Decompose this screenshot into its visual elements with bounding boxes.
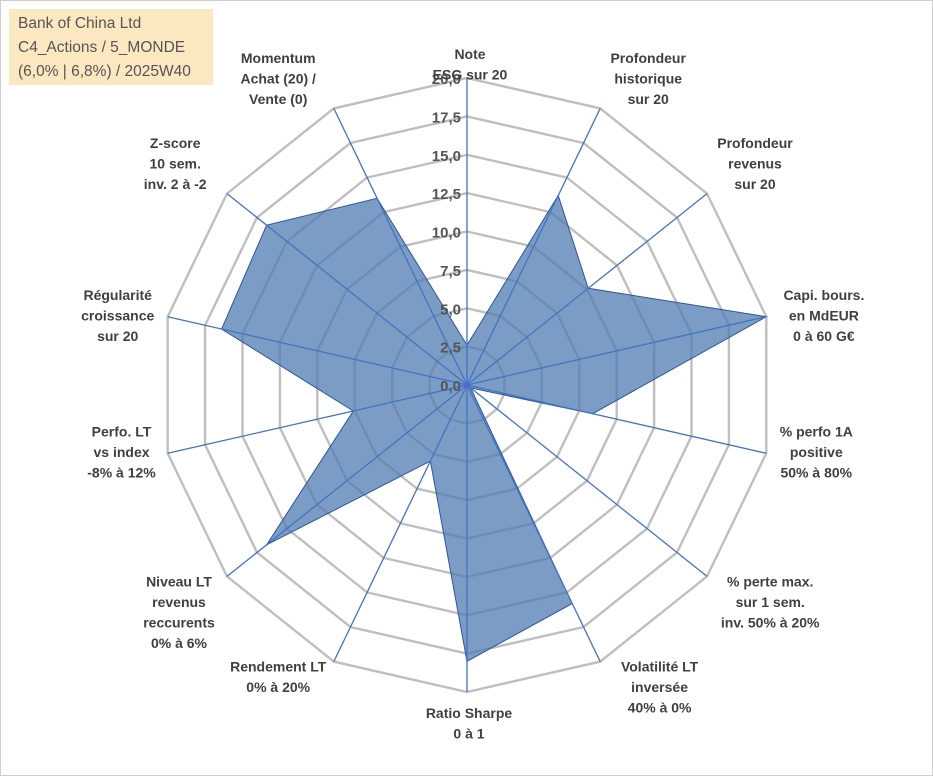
info-company-name: Bank of China Ltd [18,15,142,32]
axis-spoke [466,193,708,386]
info-box: Bank of China Ltd C4_Actions / 5_MONDE (… [9,9,213,85]
axis-label: Profondeur historique sur 20 [610,50,686,107]
series-area [220,194,768,663]
tick-label: 20,0 [432,71,461,88]
axis-label: Volatilité LT inversée 40% à 0% [621,659,699,716]
tick-label: 17,5 [432,109,461,126]
tick-label: 10,0 [432,225,461,242]
axis-label: % perfo 1A positive 50% à 80% [780,424,853,481]
radar-spokes [167,78,767,692]
axis-label: Rendement LT 0% à 20% [230,659,327,696]
info-category: C4_Actions / 5_MONDE [18,39,186,56]
axis-label: Profondeur revenus sur 20 [717,135,793,192]
tick-label: 15,0 [432,148,461,165]
axis-spoke [226,384,468,577]
tick-label: 7,5 [440,263,461,280]
axis-label: Niveau LT revenus reccurents 0% à 6% [143,573,215,651]
tick-label: 0,0 [440,378,461,395]
axis-spoke [466,384,767,454]
radar-series [220,194,768,663]
tick-label: 5,0 [440,301,461,318]
axis-label: Perfo. LT vs index -8% à 12% [87,424,156,481]
axis-label: Régularité croissance sur 20 [81,287,154,344]
axis-label: Capi. bours. en MdEUR 0 à 60 G€ [783,287,864,344]
axis-spoke [466,108,601,386]
axis-spoke [466,316,767,386]
axis-spoke [167,316,468,386]
axis-spoke [167,384,468,454]
axis-spoke [333,108,468,386]
axis-spoke [466,384,708,577]
axis-label: % perte max. sur 1 sem. inv. 50% à 20% [721,573,820,630]
tick-label: 2,5 [440,340,461,357]
info-performance-week: (6,0% | 6,8%) / 2025W40 [18,63,191,80]
tick-label: 12,5 [432,186,461,203]
axis-spoke [226,193,468,386]
axis-label: Note ESG sur 20 [433,46,508,83]
axis-spoke [333,384,468,662]
radar-axis-labels: Note ESG sur 20 Profondeur historique sur 20… [81,46,864,742]
axis-label: Momentum Achat (20) / Vente (0) [240,50,316,107]
axis-spoke [466,384,601,662]
axis-label: Z-score 10 sem. inv. 2 à -2 [144,135,207,192]
radar-tick-labels: 0,0 2,5 5,0 7,5 10,0 12,5 15,0 17,5 20,0 [432,71,461,395]
axis-label: Ratio Sharpe 0 à 1 [426,705,513,742]
